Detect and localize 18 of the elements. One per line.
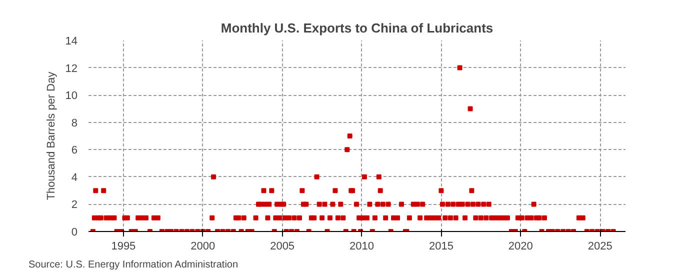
- chart-title: Monthly U.S. Exports to China of Lubricants: [220, 20, 494, 36]
- y-axis-title: Thousand Barrels per Day: [45, 71, 58, 200]
- x-tick-label: 2025: [588, 240, 612, 252]
- x-tick-label: 2000: [190, 240, 216, 252]
- x-tick-label: 2010: [350, 240, 374, 252]
- y-tick-label: 6: [71, 144, 78, 157]
- y-tick-label: 8: [71, 117, 78, 130]
- source-note: Source: U.S. Energy Information Administration: [28, 260, 238, 270]
- y-tick-label: 0: [71, 226, 78, 238]
- x-tick-label: 2005: [270, 240, 295, 252]
- y-tick-label: 4: [71, 172, 78, 184]
- y-tick-label: 2: [71, 199, 78, 212]
- y-tick-label: 12: [65, 62, 78, 75]
- x-tick-label: 1995: [111, 240, 136, 252]
- y-tick-label: 10: [65, 90, 78, 102]
- x-tick-label: 2020: [508, 240, 533, 252]
- y-tick-label: 14: [65, 36, 78, 48]
- x-tick-label: 2015: [428, 240, 454, 252]
